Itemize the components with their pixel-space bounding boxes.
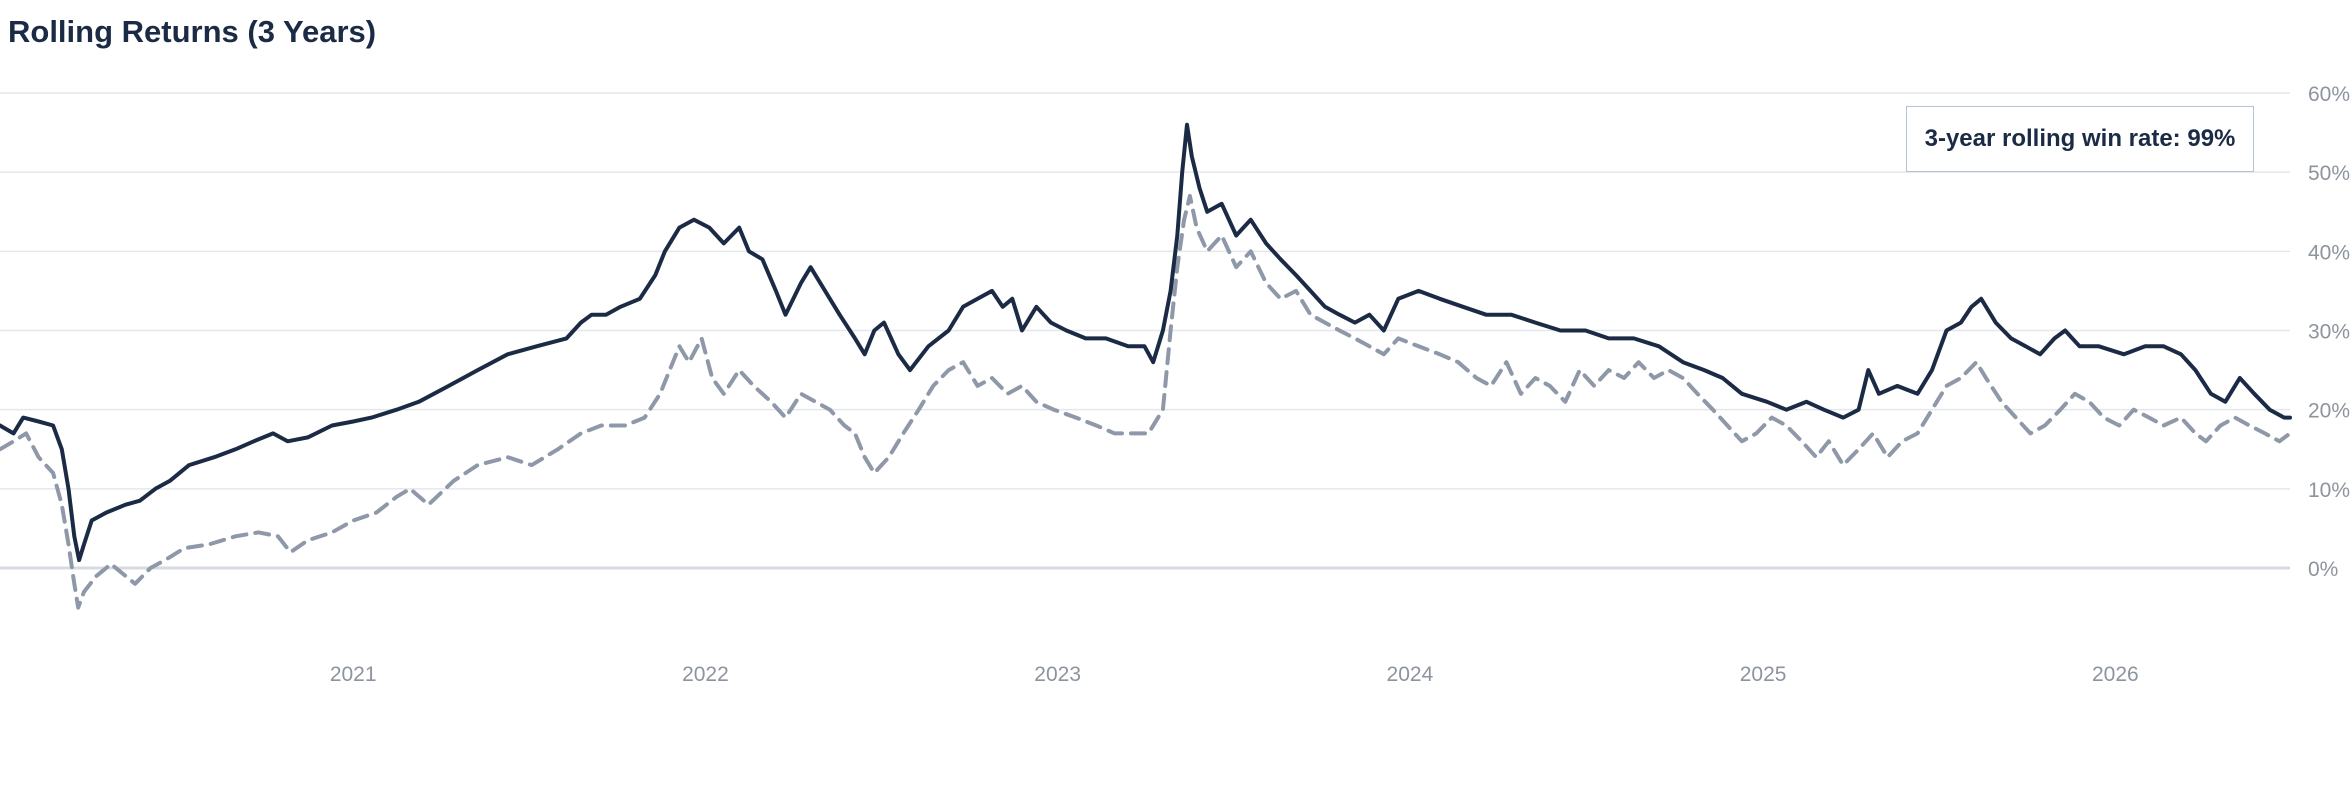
y-tick-label: 40% (2308, 241, 2350, 264)
benchmark-series-line (0, 193, 2292, 610)
y-tick-label: 0% (2308, 558, 2338, 581)
y-tick-label: 20% (2308, 400, 2350, 423)
x-tick-label: 2021 (330, 663, 377, 686)
x-tick-label: 2026 (2092, 663, 2139, 686)
x-tick-label: 2025 (1740, 663, 1787, 686)
win-rate-annotation: 3-year rolling win rate: 99% (1906, 106, 2254, 172)
x-tick-label: 2024 (1387, 663, 1434, 686)
chart-title: Rolling Returns (3 Years) (8, 14, 377, 49)
y-tick-label: 10% (2308, 479, 2350, 502)
x-tick-label: 2023 (1034, 663, 1081, 686)
primary-series-line (0, 122, 2292, 563)
y-tick-label: 30% (2308, 321, 2350, 344)
y-axis-ticks: 0% 10% 20% 30% 40% 50% 60% (2308, 83, 2350, 581)
x-tick-label: 2022 (682, 663, 729, 686)
y-tick-label: 50% (2308, 162, 2350, 185)
x-axis-ticks: 2021 2022 2023 2024 2025 2026 (330, 663, 2139, 686)
grid-lines (0, 92, 2290, 570)
y-tick-label: 60% (2308, 83, 2350, 106)
series-lines (0, 122, 2292, 610)
